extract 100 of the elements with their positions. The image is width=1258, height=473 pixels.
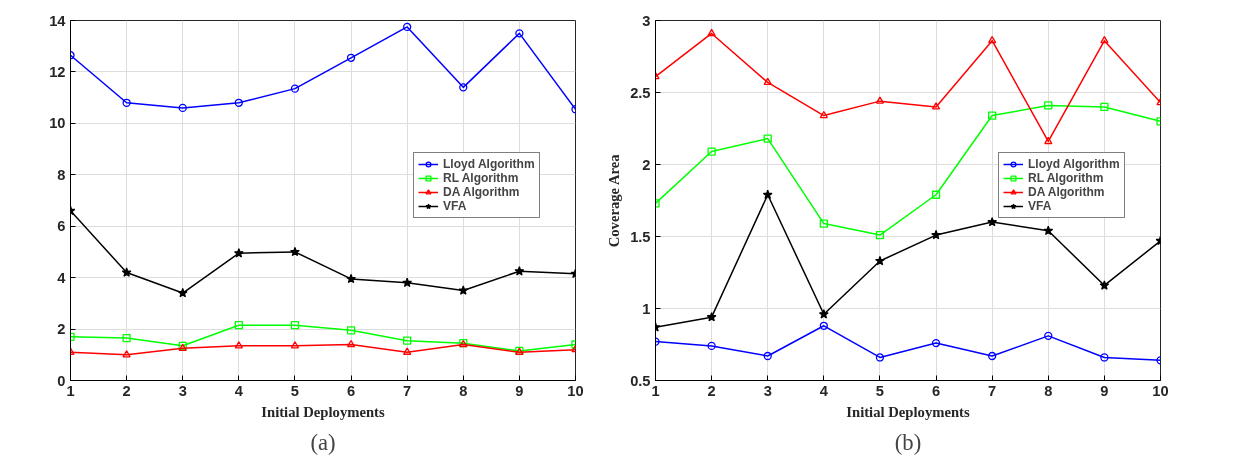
x-tick-label: 7 [988,382,997,399]
point [763,351,772,361]
point [122,350,131,358]
point [1043,225,1054,236]
y-tick-label: 2.5 [630,84,651,101]
x-tick-label: 8 [1044,382,1053,399]
point [706,311,717,322]
point [707,341,716,351]
x-tick-label: 5 [290,382,300,399]
point [988,35,997,44]
point [403,336,412,345]
x-tick-label: 4 [819,382,829,399]
x-tick-label: 3 [178,382,187,399]
x-tick-label: 3 [763,382,772,399]
x-tick-label: 6 [346,382,356,399]
point [819,110,828,119]
point [707,28,716,37]
point [290,321,300,330]
y-tick-label: 6 [57,218,66,235]
point [234,98,243,107]
point [819,219,828,228]
point [1044,101,1053,110]
point [875,230,885,240]
point [515,29,524,38]
y-tick-label: 8 [57,166,66,183]
point [346,273,356,284]
point [1044,331,1053,340]
x-tick-label: 2 [122,382,131,399]
point [875,353,885,362]
point [403,347,412,355]
legend-label: VFA [443,199,467,213]
text: (a) [310,429,336,455]
point [346,339,356,348]
point [403,22,412,32]
point [290,341,300,349]
legend-label: DA Algorithm [1028,185,1105,199]
y-tick-label: 12 [49,63,66,80]
point [458,285,469,295]
legend-label: VFA [1028,199,1052,213]
point [290,246,300,257]
point [987,216,998,227]
point [459,83,468,92]
x-tick-label: 9 [515,382,524,399]
legend-label: Lloyd Algorithm [443,157,535,171]
point [514,266,525,276]
point [122,98,131,107]
point [1099,280,1110,290]
legend-label: RL Algorithm [443,171,519,185]
legend-label: Lloyd Algorithm [1028,157,1120,171]
y-tick-label: 14 [49,12,67,29]
point [121,267,132,277]
text: (b) [894,429,922,455]
x-tick-label: 8 [459,382,468,399]
y-axis-title: Coverage Area [606,153,623,248]
point [762,189,773,200]
x-tick-label: 10 [567,382,584,399]
point [875,255,885,266]
point [931,190,941,199]
point [988,111,997,120]
point [1044,136,1053,145]
x-tick-label: 5 [875,382,885,399]
y-tick-label: 0.5 [630,372,651,389]
point [290,84,300,93]
point [402,277,413,288]
point [346,326,356,335]
x-tick-label: 6 [931,382,941,399]
point [763,134,772,143]
point [707,147,716,156]
legend-label: RL Algorithm [1028,171,1104,185]
point [122,333,131,343]
point [177,287,188,298]
point [819,321,828,330]
legend-label: DA Algorithm [443,185,520,199]
point [931,229,941,240]
point [818,309,829,319]
point [233,248,244,258]
point [1100,35,1109,44]
point [931,338,941,348]
x-axis-title: Initial Deployments [261,403,385,420]
y-tick-label: 2 [57,321,66,338]
point [346,53,356,62]
y-tick-label: 0 [57,372,66,389]
point [988,351,997,361]
point [875,96,885,104]
x-tick-label: 10 [1152,382,1169,399]
x-tick-label: 2 [707,382,716,399]
point [763,77,772,86]
point [234,321,243,330]
x-tick-label: 9 [1100,382,1109,399]
y-tick-label: 10 [49,115,66,132]
point [931,102,941,110]
y-tick-label: 2 [642,156,651,173]
point [178,103,187,113]
point [1100,102,1109,112]
y-tick-label: 1 [642,300,651,317]
x-tick-label: 4 [234,382,244,399]
x-tick-label: 7 [403,382,412,399]
x-axis-title: Initial Deployments [846,403,970,420]
y-tick-label: 1.5 [630,228,651,245]
y-tick-label: 3 [642,12,651,29]
